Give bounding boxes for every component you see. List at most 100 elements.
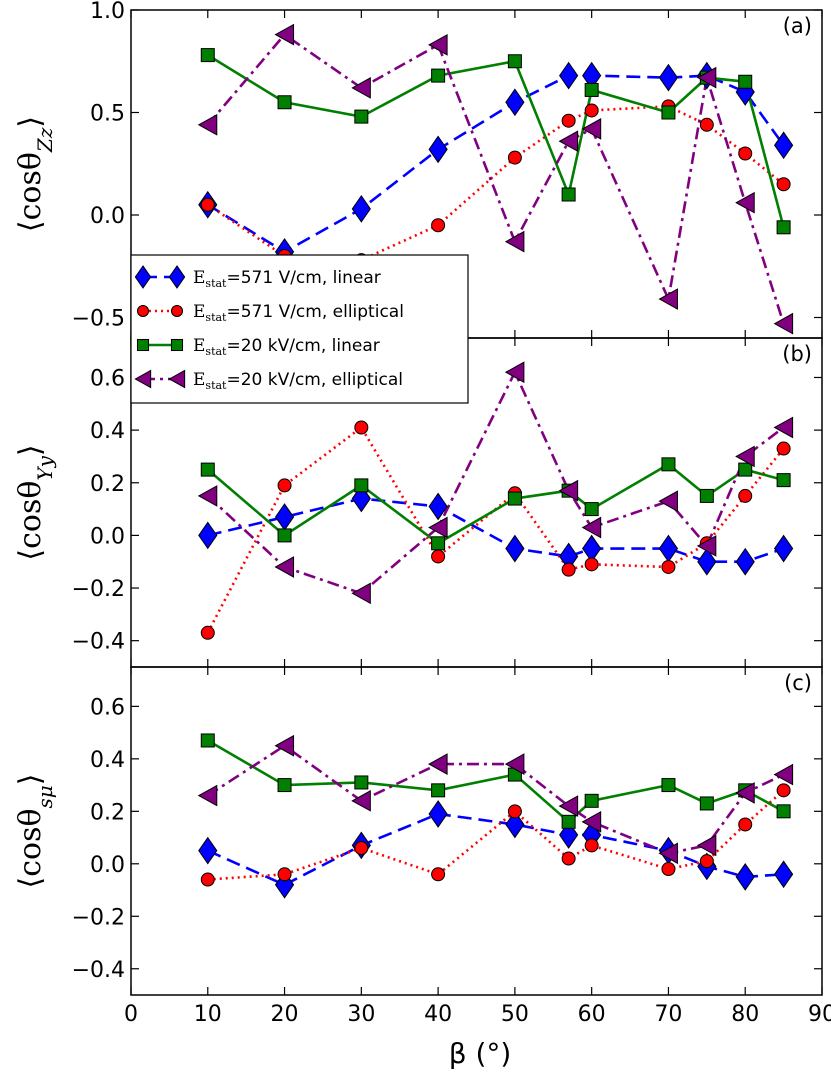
y-tick-label: 0.6 bbox=[90, 695, 125, 720]
data-point-e20k-linear bbox=[776, 804, 791, 819]
data-point-e20k-linear bbox=[354, 478, 369, 493]
data-point-e571-elliptical bbox=[431, 867, 446, 882]
legend-entry-e20k-elliptical: Estat=20 kV/cm, elliptical bbox=[134, 369, 403, 392]
legend-label-prefix: E bbox=[193, 268, 205, 288]
y-tick-label: 0.0 bbox=[90, 204, 125, 229]
data-point-e20k-elliptical bbox=[581, 516, 602, 539]
data-point-e20k-linear bbox=[431, 68, 446, 83]
data-point-e571-elliptical bbox=[661, 862, 676, 877]
legend-label-prefix: E bbox=[193, 370, 205, 390]
data-point-e571-elliptical bbox=[584, 557, 599, 572]
legend-box bbox=[130, 254, 469, 404]
y-axis-label-main: ⟨cosθ bbox=[13, 152, 48, 232]
data-point-e571-linear bbox=[428, 135, 448, 164]
y-tick-label: −0.2 bbox=[72, 905, 125, 930]
data-point-e20k-linear bbox=[584, 82, 599, 97]
data-point-e20k-elliptical bbox=[773, 416, 794, 439]
x-tick-label: 60 bbox=[578, 1002, 606, 1027]
data-point-e571-linear bbox=[505, 810, 525, 839]
data-point-e20k-elliptical bbox=[428, 34, 448, 56]
data-point-e20k-linear bbox=[661, 778, 676, 793]
data-point-e20k-elliptical bbox=[696, 66, 717, 89]
legend-label: Estat=20 kV/cm, linear bbox=[193, 336, 380, 358]
data-point-e20k-linear bbox=[561, 187, 576, 202]
data-point-e571-elliptical bbox=[277, 867, 292, 882]
x-tick-label: 90 bbox=[808, 1002, 831, 1027]
legend-marker bbox=[134, 265, 152, 289]
legend-label-prefix: E bbox=[193, 336, 205, 356]
legend-label-rest: =571 V/cm, linear bbox=[226, 268, 380, 288]
y-axis-label-close: ⟩ bbox=[13, 444, 48, 456]
data-point-e571-elliptical bbox=[200, 872, 215, 887]
data-point-e571-linear bbox=[351, 194, 371, 223]
data-point-e571-elliptical bbox=[507, 150, 522, 165]
panel-label: (c) bbox=[784, 671, 812, 695]
data-point-e20k-elliptical bbox=[197, 784, 218, 807]
x-tick-label: 70 bbox=[654, 1002, 682, 1027]
data-point-e20k-elliptical bbox=[773, 312, 794, 335]
data-point-e20k-linear bbox=[431, 536, 446, 551]
series-line-e571-linear bbox=[207, 812, 784, 887]
data-point-e20k-linear bbox=[661, 457, 676, 472]
series-layer bbox=[197, 361, 794, 640]
y-tick-label: 0.0 bbox=[90, 853, 125, 878]
legend-label-rest: =20 kV/cm, elliptical bbox=[226, 370, 403, 390]
data-point-e20k-linear bbox=[738, 74, 753, 89]
y-tick-label: 0.6 bbox=[90, 366, 125, 391]
x-tick-label: 20 bbox=[271, 1002, 299, 1027]
data-point-e20k-elliptical bbox=[351, 789, 371, 812]
data-point-e571-elliptical bbox=[431, 218, 446, 233]
data-point-e20k-linear bbox=[431, 783, 446, 798]
panel-label: (a) bbox=[783, 14, 812, 38]
data-point-e20k-linear bbox=[738, 462, 753, 477]
panel-c: 0.6 0.4 0.2 0.0 −0.2 −0.4 (c) ⟨cosθsμ⟩ bbox=[13, 666, 823, 996]
data-point-e20k-elliptical bbox=[581, 810, 602, 833]
series-line-e571-linear bbox=[207, 74, 785, 254]
data-point-e571-elliptical bbox=[776, 441, 791, 456]
data-point-e571-linear bbox=[428, 492, 448, 521]
data-point-e571-linear bbox=[658, 63, 679, 92]
legend-marker bbox=[134, 369, 152, 389]
data-point-e20k-elliptical bbox=[773, 763, 794, 786]
series-line-e20k-elliptical bbox=[207, 744, 785, 855]
data-point-e571-elliptical bbox=[200, 625, 215, 640]
series-line-e20k-linear bbox=[206, 462, 784, 545]
data-point-e571-elliptical bbox=[776, 177, 791, 192]
data-point-e20k-linear bbox=[277, 95, 292, 110]
data-point-e571-elliptical bbox=[584, 103, 599, 118]
y-axis-label-main: ⟨cosθ bbox=[13, 808, 48, 888]
x-tick-label: 30 bbox=[347, 1002, 375, 1027]
data-point-e20k-linear bbox=[200, 462, 215, 477]
data-point-e571-elliptical bbox=[431, 549, 446, 564]
data-point-e20k-linear bbox=[776, 473, 791, 488]
y-axis-label-sub: sμ bbox=[33, 785, 57, 808]
data-point-e20k-elliptical bbox=[274, 556, 295, 578]
data-point-e571-elliptical bbox=[584, 838, 599, 853]
y-tick-label: −0.2 bbox=[72, 577, 125, 602]
data-point-e20k-elliptical bbox=[581, 118, 602, 140]
y-axis-label: ⟨cosθYy⟩ bbox=[13, 444, 57, 560]
data-point-e571-elliptical bbox=[661, 559, 676, 574]
data-point-e20k-linear bbox=[661, 105, 676, 120]
y-axis-label: ⟨cosθZz⟩ bbox=[13, 116, 57, 232]
y-axis-label-main: ⟨cosθ bbox=[13, 481, 48, 561]
data-point-e571-elliptical bbox=[738, 146, 753, 161]
legend-label-rest: =20 kV/cm, linear bbox=[226, 336, 379, 356]
legend-label: Estat=571 V/cm, elliptical bbox=[193, 302, 404, 324]
y-axis-label-close: ⟩ bbox=[13, 773, 48, 785]
data-point-e20k-elliptical bbox=[558, 130, 579, 153]
y-axis-label-sub: Yy bbox=[33, 455, 57, 480]
data-point-e20k-elliptical bbox=[504, 753, 525, 775]
data-point-e20k-elliptical bbox=[735, 782, 755, 804]
y-tick-label: 0.4 bbox=[90, 748, 125, 773]
data-point-e20k-elliptical bbox=[558, 795, 579, 817]
data-point-e20k-linear bbox=[200, 733, 215, 748]
data-point-e571-elliptical bbox=[507, 804, 522, 819]
panel-frame bbox=[130, 666, 823, 996]
legend-label: Estat=20 kV/cm, elliptical bbox=[193, 370, 403, 392]
data-point-e571-elliptical bbox=[354, 420, 369, 435]
data-point-e20k-linear bbox=[507, 491, 522, 506]
y-tick-label: 0.2 bbox=[90, 800, 125, 825]
